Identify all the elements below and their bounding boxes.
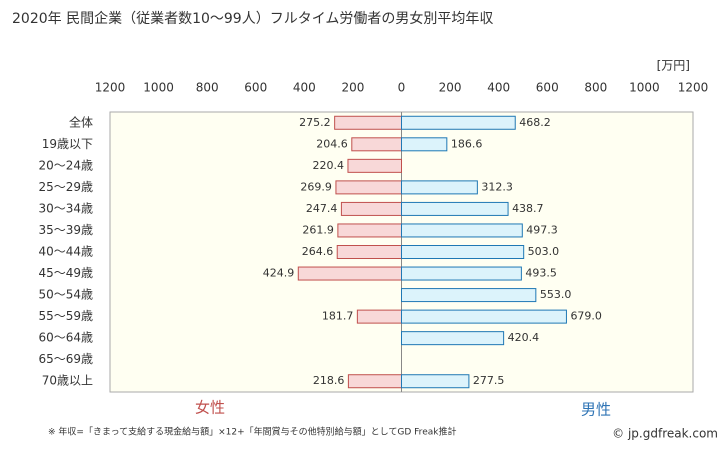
bar [336, 245, 402, 259]
y-tick-label: 20～24歳 [38, 158, 93, 172]
x-tick-label: 400 [293, 81, 316, 95]
x-tick-label: 200 [439, 81, 462, 95]
bar [401, 266, 522, 281]
y-tick-label: 50～54歳 [38, 288, 93, 302]
x-tick-label: 600 [536, 81, 559, 95]
value-label: 468.2 [519, 116, 551, 129]
x-tick-label: 600 [244, 81, 267, 95]
value-label: 497.3 [526, 223, 558, 236]
value-label: 220.4 [312, 159, 344, 172]
value-label: 261.9 [302, 223, 334, 236]
bar [401, 180, 478, 195]
y-tick-label: 65～69歳 [38, 352, 93, 366]
value-label: 553.0 [540, 288, 572, 301]
footnote: ※ 年収=「きまって支給する現金給与額」×12+「年間賞与その他特別給与額」とし… [48, 426, 456, 438]
y-tick-label: 40～44歳 [38, 245, 93, 259]
value-label: 438.7 [512, 202, 544, 215]
y-tick-label: 19歳以下 [42, 137, 93, 151]
bar [356, 309, 402, 324]
credit: © jp.gdfreak.com [612, 427, 718, 441]
bar [401, 374, 470, 389]
y-tick-label: 全体 [69, 114, 93, 129]
value-label: 493.5 [525, 267, 557, 280]
value-label: 181.7 [322, 310, 354, 323]
y-tick-label: 30～34歳 [38, 201, 93, 215]
bar [401, 201, 509, 216]
x-tick-label: 1200 [95, 81, 126, 95]
value-label: 247.4 [306, 202, 338, 215]
bar [297, 266, 402, 281]
bar [334, 115, 402, 130]
value-label: 269.9 [300, 180, 332, 193]
bar [401, 309, 567, 324]
bar [401, 137, 448, 152]
y-tick-label: 35～39歳 [38, 223, 93, 237]
bar [340, 201, 402, 216]
value-label: 218.6 [313, 374, 345, 387]
x-tick-label: 1000 [629, 81, 660, 95]
x-tick-label: 0 [398, 81, 406, 95]
value-label: 264.6 [302, 245, 334, 258]
bar [351, 137, 403, 152]
value-label: 420.4 [508, 331, 540, 344]
bar [401, 115, 516, 130]
bar [401, 245, 525, 259]
value-label: 312.3 [481, 180, 513, 193]
value-label: 275.2 [299, 116, 331, 129]
bar [347, 158, 403, 173]
value-label: 204.6 [316, 137, 348, 150]
y-tick-label: 70歳以上 [42, 374, 93, 388]
x-tick-label: 1000 [143, 81, 174, 95]
bar [401, 223, 523, 238]
unit-label: [万円] [657, 59, 690, 73]
y-tick-label: 45～49歳 [38, 266, 93, 280]
bar [401, 288, 537, 303]
bar [401, 331, 505, 346]
y-tick-label: 55～59歳 [38, 309, 93, 323]
x-tick-label: 200 [341, 81, 364, 95]
value-label: 503.0 [528, 245, 560, 258]
value-label: 277.5 [473, 374, 505, 387]
value-label: 679.0 [570, 310, 602, 323]
x-tick-label: 1200 [678, 81, 709, 95]
y-tick-label: 60～64歳 [38, 331, 93, 345]
legend-label: 女性 [195, 399, 225, 417]
x-tick-label: 800 [584, 81, 607, 95]
bar [335, 180, 403, 195]
x-tick-label: 400 [487, 81, 510, 95]
bar [347, 374, 402, 389]
y-tick-label: 25～29歳 [38, 180, 93, 194]
value-label: 186.6 [451, 137, 483, 150]
bar [337, 223, 402, 238]
value-label: 424.9 [263, 267, 295, 280]
legend-label: 男性 [581, 401, 611, 419]
x-tick-label: 800 [196, 81, 219, 95]
chart-title: 2020年 民間企業（従業者数10～99人）フルタイム労働者の男女別平均年収 [12, 10, 493, 27]
